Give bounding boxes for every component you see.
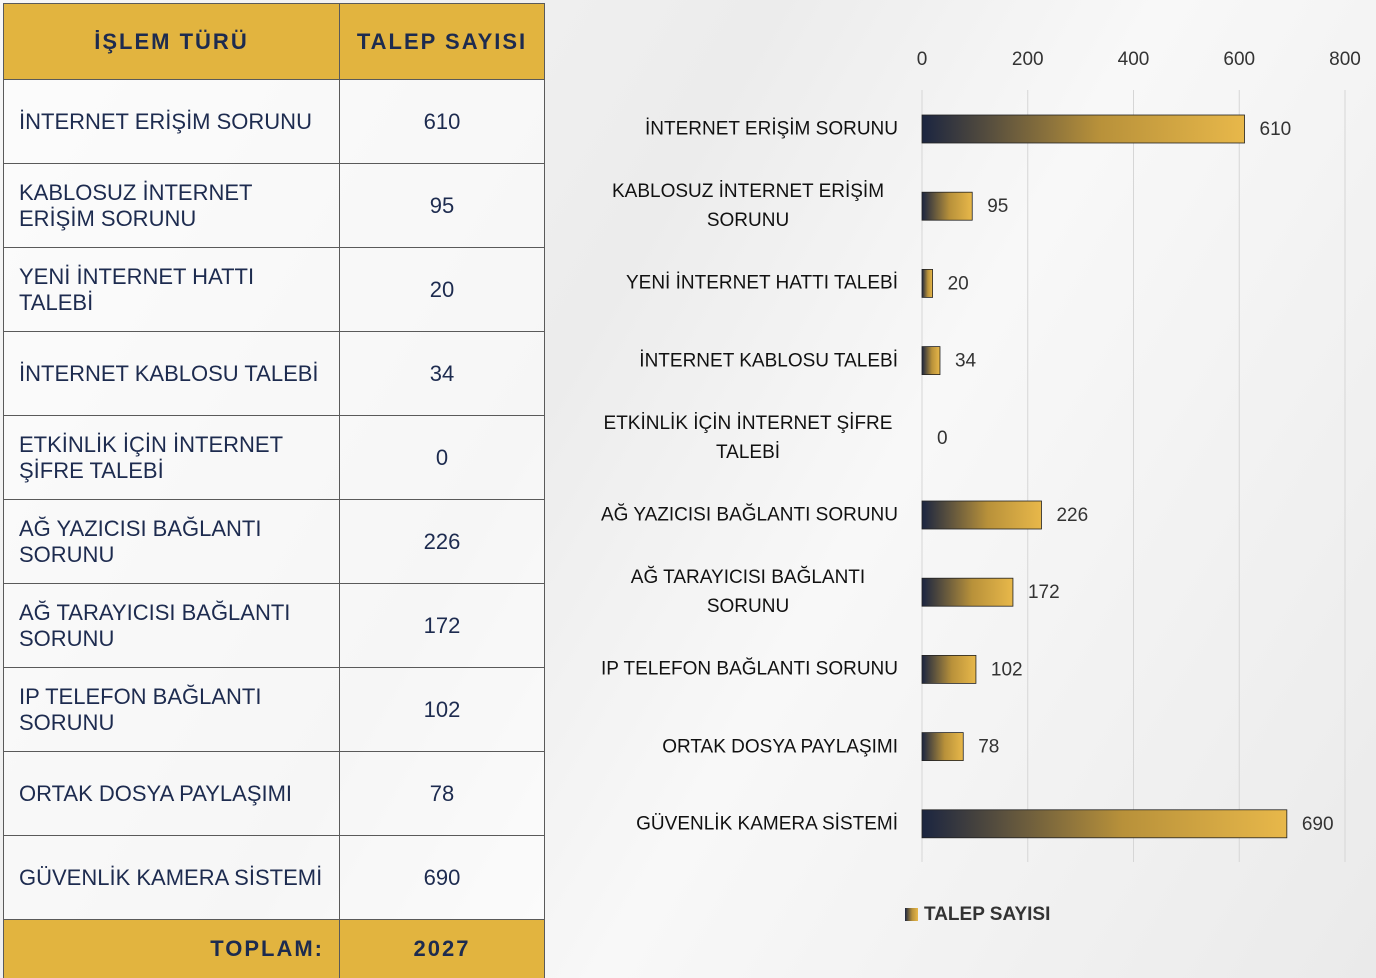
- table-cell: GÜVENLİK KAMERA SİSTEMİ: [3, 835, 340, 920]
- footer-cell: 2027: [339, 919, 545, 978]
- x-tick-label: 200: [1012, 49, 1044, 70]
- value-label: 172: [1028, 582, 1060, 603]
- bar: [921, 655, 977, 684]
- category-label: ETKİNLİK İÇİN İNTERNET ŞİFRE TALEBİ: [603, 412, 893, 463]
- category-label: ORTAK DOSYA PAYLAŞIMI: [662, 736, 898, 758]
- table-row: ORTAK DOSYA PAYLAŞIMI 78: [3, 751, 545, 836]
- table-row: IP TELEFON BAĞLANTI SORUNU 102: [3, 667, 545, 752]
- value-label: 95: [987, 196, 1008, 217]
- bar: [921, 346, 941, 376]
- category-label: AĞ YAZICISI BAĞLANTI SORUNU: [600, 504, 898, 526]
- table-cell: 226: [339, 499, 545, 584]
- table-cell: 610: [339, 79, 545, 164]
- table-cell: 78: [339, 751, 545, 836]
- category-label: KABLOSUZ İNTERNET ERİŞİM SORUNU: [611, 181, 885, 232]
- table-cell: YENİ İNTERNET HATTI TALEBİ: [3, 247, 340, 332]
- table-row: YENİ İNTERNET HATTI TALEBİ 20: [3, 247, 545, 332]
- table-cell: AĞ YAZICISI BAĞLANTI SORUNU: [3, 499, 340, 584]
- bar: [921, 114, 1245, 144]
- table-row: İNTERNET ERİŞİM SORUNU 610: [3, 79, 545, 164]
- bar: [921, 732, 964, 761]
- table-row: KABLOSUZ İNTERNET ERİŞİM SORUNU 95: [3, 163, 545, 248]
- table-cell: IP TELEFON BAĞLANTI SORUNU: [3, 667, 340, 752]
- table-cell: KABLOSUZ İNTERNET ERİŞİM SORUNU: [3, 163, 340, 248]
- bar: [921, 500, 1042, 530]
- table-cell: 102: [339, 667, 545, 752]
- category-label: İNTERNET KABLOSU TALEBİ: [639, 350, 898, 372]
- table-row: ETKİNLİK İÇİN İNTERNET ŞİFRE TALEBİ 0: [3, 415, 545, 500]
- data-table: İŞLEM TÜRÜ TALEP SAYISI İNTERNET ERİŞİM SO…: [3, 3, 545, 978]
- category-label: GÜVENLİK KAMERA SİSTEMİ: [636, 813, 898, 835]
- x-tick-label: 0: [917, 49, 928, 70]
- x-tick-label: 600: [1223, 49, 1255, 70]
- footer-row: TOPLAM: 2027: [3, 919, 545, 978]
- footer-cell: TOPLAM:: [3, 919, 340, 978]
- table-cell: İNTERNET ERİŞİM SORUNU: [3, 79, 340, 164]
- x-tick-label: 800: [1329, 49, 1361, 70]
- table-cell: 20: [339, 247, 545, 332]
- legend-swatch: [905, 908, 918, 921]
- value-label: 0: [937, 428, 948, 449]
- category-label: YENİ İNTERNET HATTI TALEBİ: [625, 272, 898, 294]
- table-cell: 0: [339, 415, 545, 500]
- value-label: 78: [978, 737, 999, 758]
- value-label: 102: [991, 659, 1023, 680]
- value-label: 610: [1260, 119, 1292, 140]
- bar: [921, 268, 933, 298]
- table-cell: 95: [339, 163, 545, 248]
- table-row: AĞ YAZICISI BAĞLANTI SORUNU 226: [3, 499, 545, 584]
- x-tick-label: 400: [1118, 49, 1150, 70]
- header-cell: İŞLEM TÜRÜ: [3, 3, 340, 80]
- category-label: IP TELEFON BAĞLANTI SORUNU: [600, 658, 898, 680]
- table-cell: 172: [339, 583, 545, 668]
- legend-label: TALEP SAYISI: [924, 904, 1050, 925]
- table-cell: İNTERNET KABLOSU TALEBİ: [3, 331, 340, 416]
- table-row: AĞ TARAYICISI BAĞLANTI SORUNU 172: [3, 583, 545, 668]
- category-label: AĞ TARAYICISI BAĞLANTI SORUNU: [630, 567, 866, 618]
- table-row: GÜVENLİK KAMERA SİSTEMİ 690: [3, 835, 545, 920]
- table-cell: ORTAK DOSYA PAYLAŞIMI: [3, 751, 340, 836]
- header-cell: TALEP SAYISI: [339, 3, 545, 80]
- table-cell: ETKİNLİK İÇİN İNTERNET ŞİFRE TALEBİ: [3, 415, 340, 500]
- bar: [921, 577, 1014, 607]
- header-row: İŞLEM TÜRÜ TALEP SAYISI: [3, 3, 545, 80]
- bar: [921, 191, 973, 221]
- table-row: İNTERNET KABLOSU TALEBİ 34: [3, 331, 545, 416]
- bar: [921, 809, 1288, 839]
- value-label: 34: [955, 351, 977, 372]
- value-label: 20: [948, 273, 969, 294]
- value-label: 226: [1056, 505, 1088, 526]
- value-label: 690: [1302, 814, 1334, 835]
- table-cell: AĞ TARAYICISI BAĞLANTI SORUNU: [3, 583, 340, 668]
- category-label: İNTERNET ERİŞİM SORUNU: [644, 118, 898, 140]
- table-cell: 690: [339, 835, 545, 920]
- table-cell: 34: [339, 331, 545, 416]
